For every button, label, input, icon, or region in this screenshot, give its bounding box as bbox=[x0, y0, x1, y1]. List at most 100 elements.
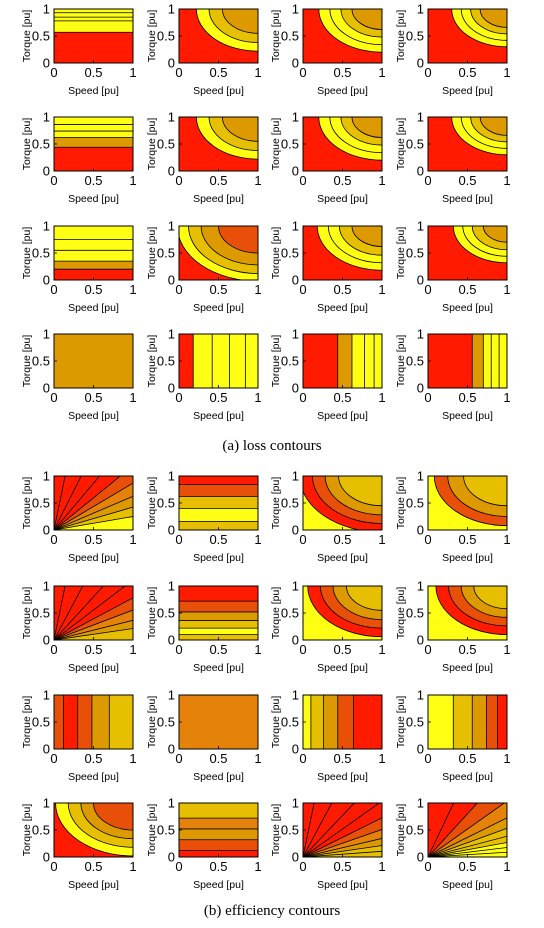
x-tick-label: 1 bbox=[378, 173, 385, 188]
x-tick-label: 1 bbox=[129, 642, 136, 657]
subplot: 00 0.5 0.5 1 1 Speed [pu] Torque [pu] bbox=[395, 469, 511, 565]
y-tick-label: 0.5 bbox=[32, 137, 50, 152]
y-tick-label: 0.5 bbox=[32, 496, 50, 511]
x-tick-label: 1 bbox=[378, 751, 385, 766]
x-tick-label: 0 bbox=[50, 642, 57, 657]
y-axis-label: Torque [pu] bbox=[21, 335, 33, 388]
contour-region bbox=[212, 334, 230, 388]
contour-region bbox=[222, 117, 258, 142]
x-tick-label: 0 bbox=[175, 65, 182, 80]
subplot: 00 0.5 0.5 1 1 Speed [pu] Torque [pu] bbox=[270, 327, 386, 423]
contour-region bbox=[77, 695, 92, 749]
subplot: 00 0.5 0.5 1 1 Speed [pu] Torque [pu] bbox=[21, 327, 137, 423]
contour-line bbox=[428, 803, 505, 857]
contour-region bbox=[364, 334, 375, 388]
contour-region bbox=[222, 9, 258, 34]
y-axis-label: Torque [pu] bbox=[395, 118, 407, 171]
contour-region bbox=[54, 17, 133, 21]
x-tick-label: 0.5 bbox=[84, 859, 102, 874]
x-axis-label: Speed [pu] bbox=[317, 302, 368, 314]
y-tick-label: 0 bbox=[168, 273, 175, 288]
contour-fill bbox=[179, 117, 258, 171]
subplot: 00 0.5 0.5 1 1 Speed [pu] Torque [pu] bbox=[146, 796, 262, 892]
contour-region bbox=[472, 695, 487, 749]
x-axis-label: Speed [pu] bbox=[317, 879, 368, 891]
caption-efficiency: (b) efficiency contours bbox=[204, 903, 340, 919]
y-tick-label: 1 bbox=[43, 579, 50, 594]
subplot: 00 0.5 0.5 1 1 Speed [pu] Torque [pu] bbox=[146, 688, 262, 784]
x-axis-label: Speed [pu] bbox=[193, 552, 244, 564]
subplot: 00 0.5 0.5 1 1 Speed [pu] Torque [pu] bbox=[270, 110, 386, 206]
x-tick-label: 1 bbox=[254, 282, 261, 297]
contour-line bbox=[428, 827, 507, 857]
y-axis-label: Torque [pu] bbox=[395, 587, 407, 640]
x-tick-label: 1 bbox=[503, 390, 510, 405]
y-tick-label: 1 bbox=[43, 219, 50, 234]
contour-fill bbox=[303, 117, 382, 171]
y-tick-label: 1 bbox=[417, 327, 424, 342]
x-tick-label: 1 bbox=[254, 642, 261, 657]
y-tick-label: 0 bbox=[292, 523, 299, 538]
y-tick-label: 0 bbox=[417, 850, 424, 865]
contour-region bbox=[483, 226, 507, 243]
contour-fill bbox=[303, 334, 382, 388]
contour-line bbox=[54, 506, 133, 530]
contour-line bbox=[54, 476, 121, 530]
subplot: 00 0.5 0.5 1 1 Speed [pu] Torque [pu] bbox=[395, 2, 511, 98]
y-tick-label: 1 bbox=[168, 327, 175, 342]
contour-region bbox=[346, 586, 382, 611]
subplot: 00 0.5 0.5 1 1 Speed [pu] Torque [pu] bbox=[395, 688, 511, 784]
subplot: 00 0.5 0.5 1 1 Speed [pu] Torque [pu] bbox=[21, 579, 137, 675]
x-tick-label: 0 bbox=[424, 390, 431, 405]
x-tick-label: 0 bbox=[299, 390, 306, 405]
y-tick-label: 1 bbox=[168, 219, 175, 234]
y-tick-label: 0 bbox=[292, 381, 299, 396]
y-tick-label: 0.5 bbox=[281, 715, 299, 730]
x-tick-label: 1 bbox=[378, 390, 385, 405]
contour-region bbox=[54, 695, 64, 749]
contour-region bbox=[351, 117, 382, 138]
x-tick-label: 1 bbox=[254, 390, 261, 405]
contour-region bbox=[337, 334, 352, 388]
x-tick-label: 0 bbox=[424, 173, 431, 188]
x-tick-label: 1 bbox=[129, 859, 136, 874]
contour-fill bbox=[428, 226, 507, 280]
x-tick-label: 0 bbox=[175, 390, 182, 405]
contour-region bbox=[179, 839, 258, 851]
contour-region bbox=[323, 695, 338, 749]
y-tick-label: 0 bbox=[292, 56, 299, 71]
contour-line bbox=[428, 803, 478, 857]
contour-fill bbox=[179, 695, 258, 749]
contour-region bbox=[54, 32, 133, 63]
contour-region bbox=[351, 226, 382, 247]
contour-line bbox=[428, 817, 507, 857]
y-tick-label: 0.5 bbox=[32, 246, 50, 261]
x-axis-label: Speed [pu] bbox=[193, 193, 244, 205]
x-tick-label: 0.5 bbox=[209, 390, 227, 405]
x-tick-label: 0 bbox=[424, 282, 431, 297]
contour-region bbox=[229, 334, 246, 388]
y-tick-label: 0 bbox=[417, 164, 424, 179]
x-axis-label: Speed [pu] bbox=[442, 662, 493, 674]
x-tick-label: 1 bbox=[503, 532, 510, 547]
x-tick-label: 0 bbox=[299, 532, 306, 547]
y-tick-label: 1 bbox=[43, 796, 50, 811]
y-axis-label: Torque [pu] bbox=[21, 804, 33, 857]
x-tick-label: 0.5 bbox=[333, 65, 351, 80]
y-tick-label: 0 bbox=[168, 164, 175, 179]
x-tick-label: 0 bbox=[50, 532, 57, 547]
y-tick-label: 1 bbox=[43, 469, 50, 484]
contour-fill bbox=[428, 334, 507, 388]
x-tick-label: 0 bbox=[299, 859, 306, 874]
x-tick-label: 0 bbox=[424, 65, 431, 80]
contour-region bbox=[428, 334, 473, 388]
contour-line bbox=[428, 803, 455, 857]
contour-region bbox=[303, 695, 311, 749]
contour-region bbox=[54, 586, 133, 640]
x-axis-label: Speed [pu] bbox=[68, 771, 119, 783]
y-tick-label: 1 bbox=[417, 219, 424, 234]
subplot: 00 0.5 0.5 1 1 Speed [pu] Torque [pu] bbox=[21, 796, 137, 892]
x-axis-label: Speed [pu] bbox=[193, 662, 244, 674]
x-axis-label: Speed [pu] bbox=[442, 410, 493, 422]
